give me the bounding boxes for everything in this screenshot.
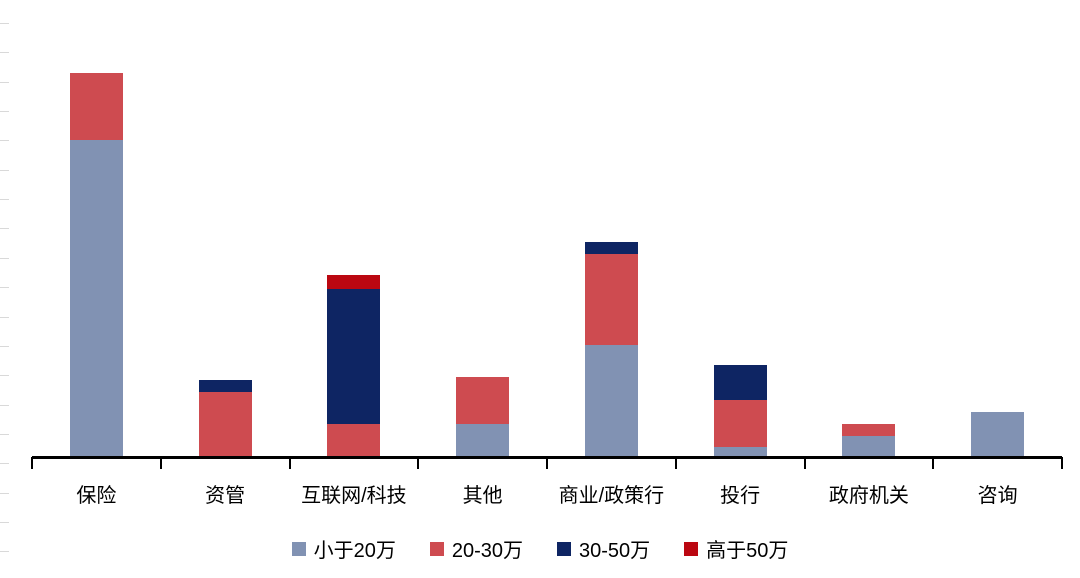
bar-segment-30-50万	[198, 379, 252, 392]
bar-资管	[198, 379, 252, 456]
y-axis-tick	[0, 52, 9, 54]
bar-segment-20-30万	[198, 391, 252, 456]
y-axis-tick	[0, 228, 9, 230]
y-axis-tick	[0, 199, 9, 201]
legend-item-高于50万: 高于50万	[684, 534, 788, 563]
y-axis-tick	[0, 169, 9, 171]
y-axis-tick	[0, 81, 9, 83]
y-axis-tick	[0, 492, 9, 494]
bar-segment-小于20万	[713, 447, 767, 456]
bar-政府机关	[842, 423, 896, 456]
y-axis-tick	[0, 463, 9, 465]
y-axis-tick	[0, 23, 9, 24]
legend-item-小于20万: 小于20万	[291, 534, 396, 563]
bar-segment-小于20万	[584, 344, 638, 456]
legend-label: 30-50万	[579, 540, 651, 562]
y-axis-tick	[0, 287, 9, 289]
bar-segment-小于20万	[69, 140, 123, 456]
x-axis-label: 政府机关	[828, 485, 909, 507]
bar-segment-20-30万	[713, 400, 767, 448]
x-axis-label: 互联网/科技	[301, 485, 407, 507]
bar-segment-20-30万	[584, 254, 638, 345]
legend-swatch-icon	[557, 541, 571, 556]
x-axis-tick	[932, 457, 935, 469]
bar-保险	[69, 72, 123, 456]
bar-投行	[713, 365, 767, 456]
y-axis-tick	[0, 521, 9, 523]
y-axis-tick	[0, 316, 9, 318]
y-axis-tick	[0, 111, 9, 113]
bar-segment-20-30万	[456, 377, 510, 424]
x-axis-tick	[31, 457, 33, 469]
x-axis-label: 商业/政策行	[558, 485, 665, 507]
bar-segment-小于20万	[971, 412, 1025, 456]
x-axis-tick	[1061, 457, 1063, 469]
y-axis-tick	[0, 345, 9, 347]
y-axis-tick	[0, 551, 9, 553]
bar-segment-高于50万	[327, 274, 381, 290]
legend-swatch-icon	[684, 541, 699, 556]
bar-segment-30-50万	[584, 242, 638, 255]
legend-label: 小于20万	[313, 540, 396, 562]
x-axis-tick	[417, 457, 420, 469]
x-axis-tick	[159, 457, 162, 469]
x-axis-tick	[288, 457, 291, 469]
bar-segment-20-30万	[69, 72, 123, 141]
bar-segment-20-30万	[327, 423, 381, 456]
legend-label: 高于50万	[706, 540, 789, 562]
y-axis-tick	[0, 433, 9, 435]
bar-segment-小于20万	[456, 423, 510, 456]
x-axis-tick	[546, 457, 548, 469]
legend: 小于20万 20-30万 30-50万 高于50万	[0, 534, 1080, 563]
bar-segment-30-50万	[327, 289, 381, 424]
legend-label: 20-30万	[451, 540, 523, 562]
bar-咨询	[971, 412, 1025, 456]
legend-item-20-30万: 20-30万	[429, 534, 523, 563]
y-axis-tick	[0, 404, 9, 406]
bar-其他	[456, 377, 510, 456]
legend-swatch-icon	[291, 541, 306, 556]
x-axis-label: 投行	[720, 485, 761, 507]
bar-segment-20-30万	[842, 423, 896, 436]
y-axis-tick	[0, 257, 9, 259]
legend-item-30-50万: 30-50万	[557, 534, 650, 563]
bar-segment-小于20万	[842, 435, 896, 456]
y-axis-tick	[0, 375, 9, 377]
bar-商业/政策行	[584, 242, 638, 456]
x-axis-tick	[803, 457, 806, 469]
x-axis-label: 保险	[76, 485, 117, 507]
y-axis-tick	[0, 140, 9, 142]
bar-segment-30-50万	[713, 365, 767, 401]
x-axis-label: 资管	[205, 485, 246, 507]
x-axis-label: 其他	[462, 485, 503, 507]
x-axis-label: 咨询	[977, 485, 1018, 507]
legend-swatch-icon	[429, 541, 444, 556]
bar-互联网/科技	[327, 274, 381, 456]
x-axis-tick	[674, 457, 677, 469]
